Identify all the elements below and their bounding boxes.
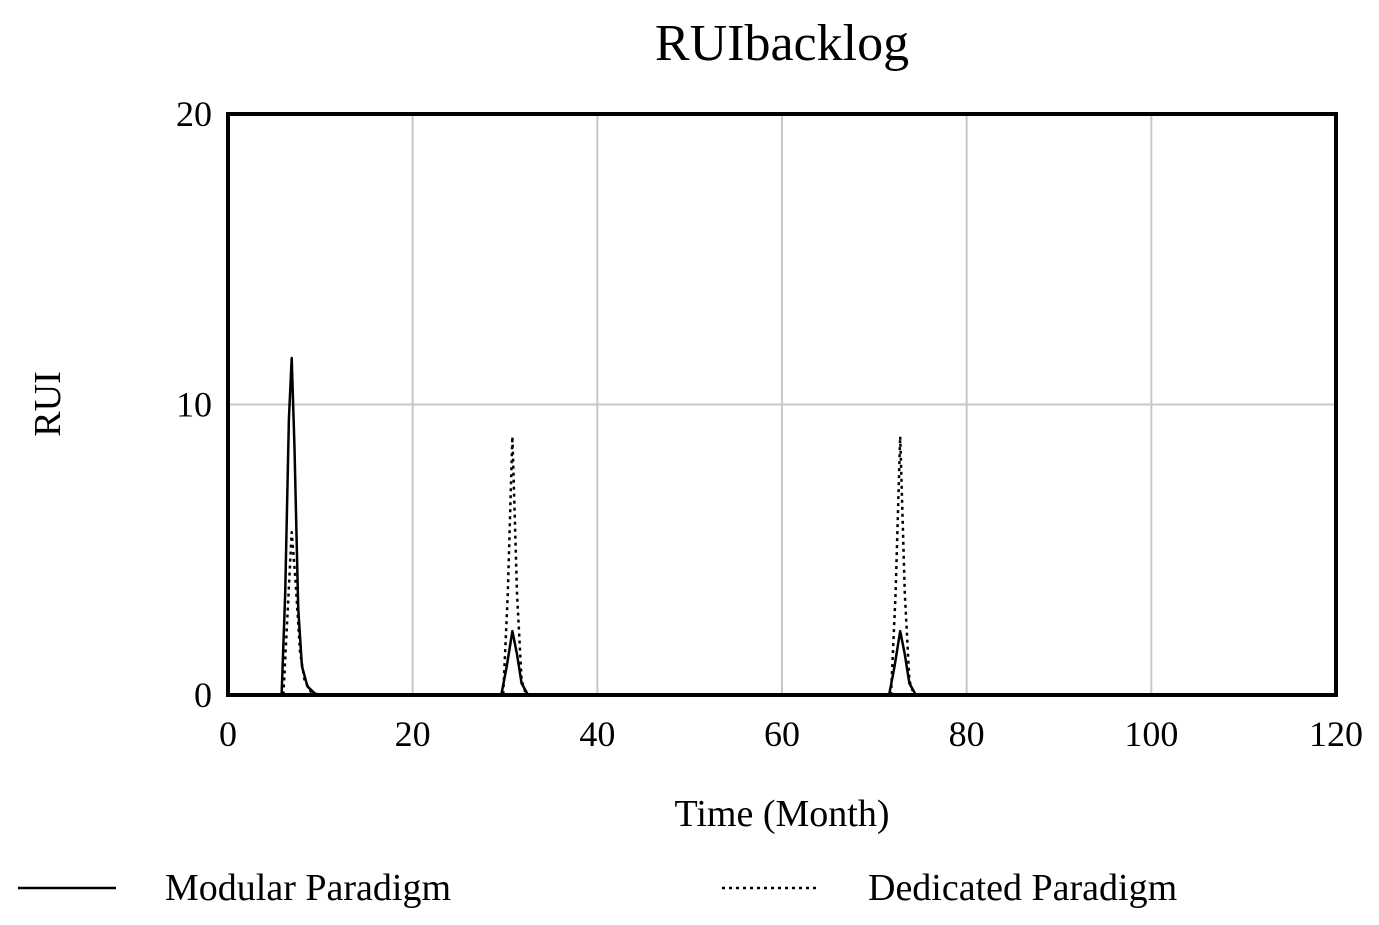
plot-frame xyxy=(226,112,1338,697)
series-line-modular xyxy=(228,356,1336,697)
x-tick-label: 40 xyxy=(579,714,615,754)
x-tick-label: 100 xyxy=(1124,714,1178,754)
x-tick-labels: 0 20 40 60 80 100 120 xyxy=(219,714,1363,754)
y-tick-label: 20 xyxy=(176,94,212,134)
y-tick-labels: 0 10 20 xyxy=(176,94,212,715)
y-tick-label: 0 xyxy=(194,675,212,715)
x-tick-label: 0 xyxy=(219,714,237,754)
gridlines xyxy=(228,114,1336,695)
x-tick-label: 120 xyxy=(1309,714,1363,754)
chart-title: RUIbacklog xyxy=(655,15,909,72)
series-lines xyxy=(228,356,1336,697)
legend-label: Modular Paradigm xyxy=(165,867,451,909)
legend: Modular Paradigm Dedicated Paradigm xyxy=(18,867,1177,909)
x-tick-label: 80 xyxy=(949,714,985,754)
x-tick-label: 60 xyxy=(764,714,800,754)
y-tick-label: 10 xyxy=(176,385,212,425)
x-axis-label: Time (Month) xyxy=(674,793,889,835)
series-line-dedicated xyxy=(228,435,1336,697)
legend-label: Dedicated Paradigm xyxy=(868,867,1177,909)
x-tick-label: 20 xyxy=(395,714,431,754)
y-axis-label: RUI xyxy=(27,371,69,436)
